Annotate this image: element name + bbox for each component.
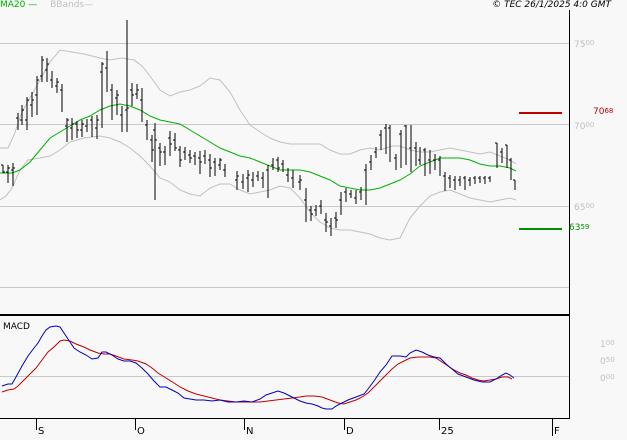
macd-axis-label-0: 000 (600, 373, 615, 384)
x-tick-n (244, 418, 245, 430)
x-label-n: N (246, 426, 254, 437)
macd-axis-label-1: 100 (600, 339, 615, 350)
x-tick-d (344, 418, 345, 430)
x-tick-s (36, 418, 37, 430)
price-axis-label-7000: 7000 (574, 121, 595, 132)
support-level-label: 6359 (569, 223, 590, 233)
x-label-f: F (554, 426, 560, 437)
x-tick-o (135, 418, 136, 430)
macd-line (1, 325, 515, 410)
x-tick-f (552, 418, 553, 436)
x-label-d: D (346, 426, 354, 437)
x-tick-25 (439, 418, 440, 430)
copyright-timestamp: © TEC 26/1/2025 4:0 GMT (492, 0, 611, 10)
macd-signal-line (1, 339, 513, 405)
ohlc-bars (1, 20, 516, 236)
x-label-s: S (38, 426, 45, 437)
chart-legend: MA20 — BBands— (0, 0, 93, 11)
x-label-25: 25 (441, 426, 454, 437)
bollinger-bands (0, 49, 517, 241)
macd-axis-label-0-5: 050 (600, 356, 615, 367)
ma20-line (0, 103, 517, 191)
resistance-level-label: 7068 (593, 107, 614, 117)
price-axis-label-7500: 7500 (574, 39, 595, 50)
price-axis-label-6500: 6500 (574, 202, 595, 213)
x-label-o: O (137, 426, 145, 437)
legend-ma20: MA20 — (0, 0, 38, 10)
macd-panel-title: MACD (3, 322, 30, 332)
legend-bbands: BBands— (50, 0, 94, 10)
price-gridlines (0, 43, 569, 288)
